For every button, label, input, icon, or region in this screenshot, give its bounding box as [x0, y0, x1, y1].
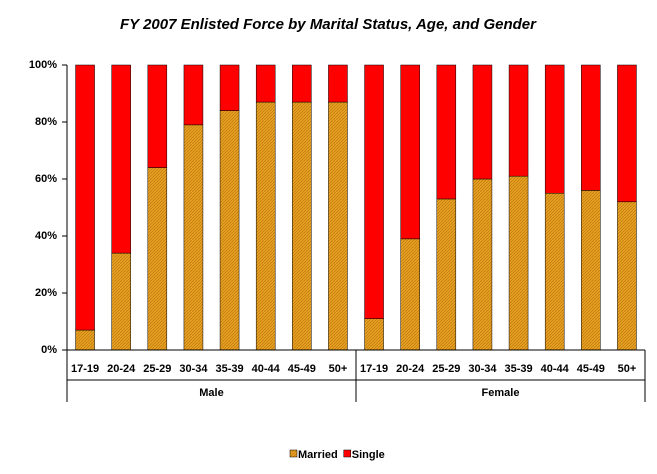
bar-segment: [147, 64, 168, 168]
x-tick-label: 45-49: [577, 363, 605, 375]
y-tick-label: 20%: [35, 287, 57, 299]
x-tick-label: 50+: [329, 363, 348, 375]
bar-segment: [219, 110, 240, 351]
bar-segment: [219, 64, 240, 111]
bar-segment: [292, 64, 312, 103]
group-label: Female: [482, 387, 520, 399]
x-tick-label: 17-19: [360, 363, 388, 375]
bar-segment: [400, 64, 420, 240]
legend-swatch: [289, 449, 298, 458]
x-tick-label: 25-29: [432, 363, 460, 375]
bar-segment: [255, 101, 276, 351]
bar-segment: [581, 64, 601, 191]
bar-segment: [617, 201, 637, 351]
x-tick-label: 50+: [618, 363, 637, 375]
bar-segment: [544, 193, 565, 351]
x-tick-label: 25-29: [143, 363, 171, 375]
bar-segment: [292, 101, 312, 351]
bar-segment: [581, 190, 601, 351]
bar-segment: [75, 329, 95, 351]
bar-segment: [328, 64, 348, 103]
legend-label: Single: [352, 449, 385, 461]
bar-segment: [328, 101, 348, 351]
x-tick-label: 30-34: [468, 363, 497, 375]
bar-segment: [75, 64, 95, 331]
group-label: Male: [199, 387, 223, 399]
bar-segment: [617, 64, 637, 203]
x-tick-label: 20-24: [396, 363, 425, 375]
x-tick-label: 30-34: [179, 363, 208, 375]
x-tick-label: 35-39: [504, 363, 532, 375]
bar-segment: [255, 64, 276, 103]
x-tick-label: 40-44: [541, 363, 570, 375]
legend-swatch: [343, 449, 351, 458]
bar-segment: [400, 238, 420, 351]
bar-segment: [364, 318, 384, 351]
bar-segment: [436, 198, 457, 351]
y-tick-label: 100%: [29, 59, 57, 71]
bar-segment: [183, 64, 204, 126]
bar-segment: [183, 124, 204, 351]
bar-segment: [436, 64, 457, 200]
bar-segment: [472, 178, 493, 351]
y-tick-label: 0%: [41, 344, 57, 356]
x-tick-label: 20-24: [107, 363, 136, 375]
bar-segment: [364, 64, 384, 319]
bar-segment: [508, 175, 529, 351]
bar-segment: [111, 64, 131, 254]
x-tick-label: 45-49: [288, 363, 316, 375]
x-tick-label: 40-44: [252, 363, 281, 375]
bar-segment: [111, 252, 131, 351]
bar-segment: [508, 64, 529, 177]
y-tick-label: 60%: [35, 173, 57, 185]
x-tick-label: 17-19: [71, 363, 99, 375]
legend-label: Married: [298, 449, 338, 461]
chart-title: FY 2007 Enlisted Force by Marital Status…: [120, 16, 537, 33]
y-tick-label: 80%: [35, 116, 57, 128]
x-tick-label: 35-39: [215, 363, 243, 375]
bar-segment: [544, 64, 565, 194]
bar-segment: [147, 167, 168, 351]
bar-segment: [472, 64, 493, 180]
y-tick-label: 40%: [35, 230, 57, 242]
